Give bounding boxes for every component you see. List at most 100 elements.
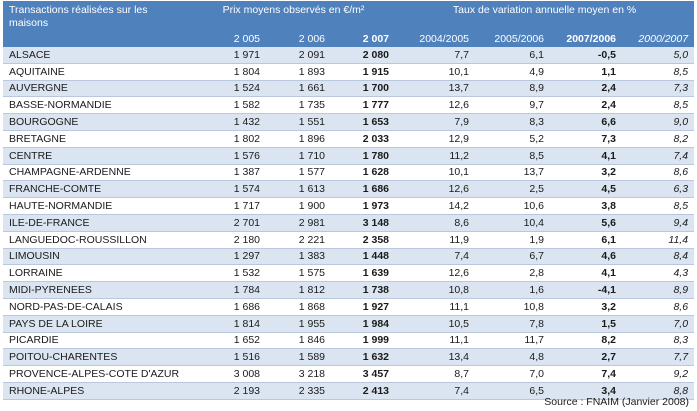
cell-var-2007-2006: 4,5 — [550, 180, 623, 199]
cell-price-2005: 1 652 — [192, 332, 266, 350]
cell-price-2005: 1 784 — [192, 281, 266, 299]
table-row: RHONE-ALPES 2 193 2 335 2 413 7,4 6,5 3,4 8,8 — [3, 382, 695, 400]
cell-price-2006: 1 575 — [266, 264, 331, 283]
cell-region: CENTRE — [3, 147, 192, 165]
cell-price-2005: 1 516 — [192, 348, 266, 367]
col-header-2007: 2 007 — [331, 33, 396, 47]
cell-var-2005-2006: 5,2 — [475, 130, 551, 148]
cell-price-2005: 1 387 — [192, 164, 266, 182]
cell-var-2005-2006: 8,3 — [475, 113, 551, 131]
cell-var-2004-2005: 10,1 — [395, 164, 476, 182]
cell-var-2000-2007: 7,7 — [622, 348, 695, 367]
cell-var-2007-2006: 7,3 — [550, 130, 623, 148]
cell-var-2000-2007: 8,3 — [622, 332, 695, 350]
cell-price-2007: 3 457 — [331, 365, 396, 383]
cell-var-2005-2006: 10,4 — [475, 214, 551, 232]
cell-region: NORD-PAS-DE-CALAIS — [3, 298, 192, 316]
cell-var-2000-2007: 9,0 — [622, 113, 695, 131]
cell-price-2005: 2 193 — [192, 382, 266, 400]
cell-var-2004-2005: 10,5 — [395, 315, 476, 333]
cell-var-2007-2006: 7,4 — [550, 365, 623, 383]
cell-var-2004-2005: 11,1 — [395, 298, 476, 316]
cell-price-2005: 1 524 — [192, 80, 266, 98]
cell-var-2004-2005: 7,4 — [395, 248, 476, 266]
cell-price-2007: 3 148 — [331, 214, 396, 232]
cell-price-2007: 1 927 — [331, 298, 396, 316]
cell-region: BOURGOGNE — [3, 113, 192, 131]
cell-price-2007: 1 915 — [331, 63, 396, 81]
cell-var-2000-2007: 8,5 — [622, 96, 695, 115]
cell-region: HAUTE-NORMANDIE — [3, 197, 192, 215]
table-row: BOURGOGNE 1 432 1 551 1 653 7,9 8,3 6,6 9,0 — [3, 113, 695, 131]
cell-price-2006: 2 981 — [266, 214, 331, 232]
cell-region: ILE-DE-FRANCE — [3, 214, 192, 232]
cell-var-2000-2007: 8,6 — [622, 298, 695, 316]
cell-price-2006: 1 735 — [266, 96, 331, 115]
cell-var-2005-2006: 4,8 — [475, 348, 551, 367]
cell-var-2005-2006: 2,5 — [475, 180, 551, 199]
cell-region: ALSACE — [3, 47, 192, 64]
cell-price-2005: 1 717 — [192, 197, 266, 215]
cell-price-2007: 1 780 — [331, 147, 396, 165]
cell-var-2004-2005: 13,4 — [395, 348, 476, 367]
cell-price-2007: 1 632 — [331, 348, 396, 367]
cell-var-2004-2005: 12,6 — [395, 264, 476, 283]
price-table: Transactions réalisées sur les maisons P… — [3, 1, 695, 400]
cell-var-2007-2006: 3,2 — [550, 298, 623, 316]
cell-price-2007: 1 653 — [331, 113, 396, 131]
cell-region: BRETAGNE — [3, 130, 192, 148]
cell-var-2007-2006: 3,8 — [550, 197, 623, 215]
cell-price-2005: 1 532 — [192, 264, 266, 283]
cell-var-2004-2005: 12,6 — [395, 180, 476, 199]
cell-var-2005-2006: 11,7 — [475, 332, 551, 350]
cell-var-2004-2005: 7,7 — [395, 47, 476, 64]
cell-region: POITOU-CHARENTES — [3, 348, 192, 367]
table-row: PROVENCE-ALPES-COTE D'AZUR 3 008 3 218 3 45… — [3, 365, 695, 383]
cell-var-2005-2006: 2,8 — [475, 264, 551, 283]
table-row: BASSE-NORMANDIE 1 582 1 735 1 777 12,6 9,7 2,4… — [3, 96, 695, 115]
col-header-2005-2006: 2005/2006 — [475, 33, 551, 47]
cell-price-2007: 1 628 — [331, 164, 396, 182]
cell-var-2004-2005: 14,2 — [395, 197, 476, 215]
table-row: CHAMPAGNE-ARDENNE 1 387 1 577 1 628 10,1 13,7… — [3, 164, 695, 182]
table-row: MIDI-PYRENEES 1 784 1 812 1 738 10,8 1,6 -4,1 8… — [3, 281, 695, 299]
source-note: Source : FNAIM (Janvier 2008) — [544, 396, 689, 408]
cell-price-2006: 2 221 — [266, 231, 331, 249]
table-row: LANGUEDOC-ROUSSILLON 2 180 2 221 2 358 11,9 1… — [3, 231, 695, 249]
cell-var-2005-2006: 6,7 — [475, 248, 551, 266]
cell-var-2004-2005: 7,4 — [395, 382, 476, 400]
col-header-2007-2006: 2007/2006 — [550, 33, 623, 47]
cell-var-2004-2005: 11,2 — [395, 147, 476, 165]
cell-price-2005: 1 432 — [192, 113, 266, 131]
cell-var-2007-2006: 3,4 — [550, 382, 623, 400]
cell-region: LANGUEDOC-ROUSSILLON — [3, 231, 192, 249]
cell-price-2005: 1 297 — [192, 248, 266, 266]
table-row: LIMOUSIN 1 297 1 383 1 448 7,4 6,7 4,6 8,4 — [3, 248, 695, 266]
cell-var-2007-2006: 4,1 — [550, 147, 623, 165]
cell-var-2000-2007: 9,4 — [622, 214, 695, 232]
cell-var-2007-2006: -0,5 — [550, 47, 623, 64]
cell-price-2006: 1 893 — [266, 63, 331, 81]
table-row: NORD-PAS-DE-CALAIS 1 686 1 868 1 927 11,1 10,… — [3, 298, 695, 316]
cell-price-2005: 1 686 — [192, 298, 266, 316]
table-row: LORRAINE 1 532 1 575 1 639 12,6 2,8 4,1 4,3 — [3, 264, 695, 283]
cell-price-2007: 1 448 — [331, 248, 396, 266]
cell-price-2007: 2 413 — [331, 382, 396, 400]
cell-region: PAYS DE LA LOIRE — [3, 315, 192, 333]
cell-var-2004-2005: 12,6 — [395, 96, 476, 115]
cell-var-2007-2006: 2,7 — [550, 348, 623, 367]
cell-var-2007-2006: 4,6 — [550, 248, 623, 266]
cell-var-2004-2005: 10,8 — [395, 281, 476, 299]
cell-price-2005: 2 701 — [192, 214, 266, 232]
cell-price-2007: 1 984 — [331, 315, 396, 333]
cell-price-2005: 1 814 — [192, 315, 266, 333]
cell-var-2000-2007: 6,3 — [622, 180, 695, 199]
cell-region: CHAMPAGNE-ARDENNE — [3, 164, 192, 182]
cell-var-2007-2006: 2,4 — [550, 96, 623, 115]
col-header-2004-2005: 2004/2005 — [395, 33, 476, 47]
cell-price-2005: 2 180 — [192, 231, 266, 249]
cell-region: MIDI-PYRENEES — [3, 281, 192, 299]
cell-price-2005: 1 971 — [192, 47, 266, 64]
cell-region: PICARDIE — [3, 332, 192, 350]
